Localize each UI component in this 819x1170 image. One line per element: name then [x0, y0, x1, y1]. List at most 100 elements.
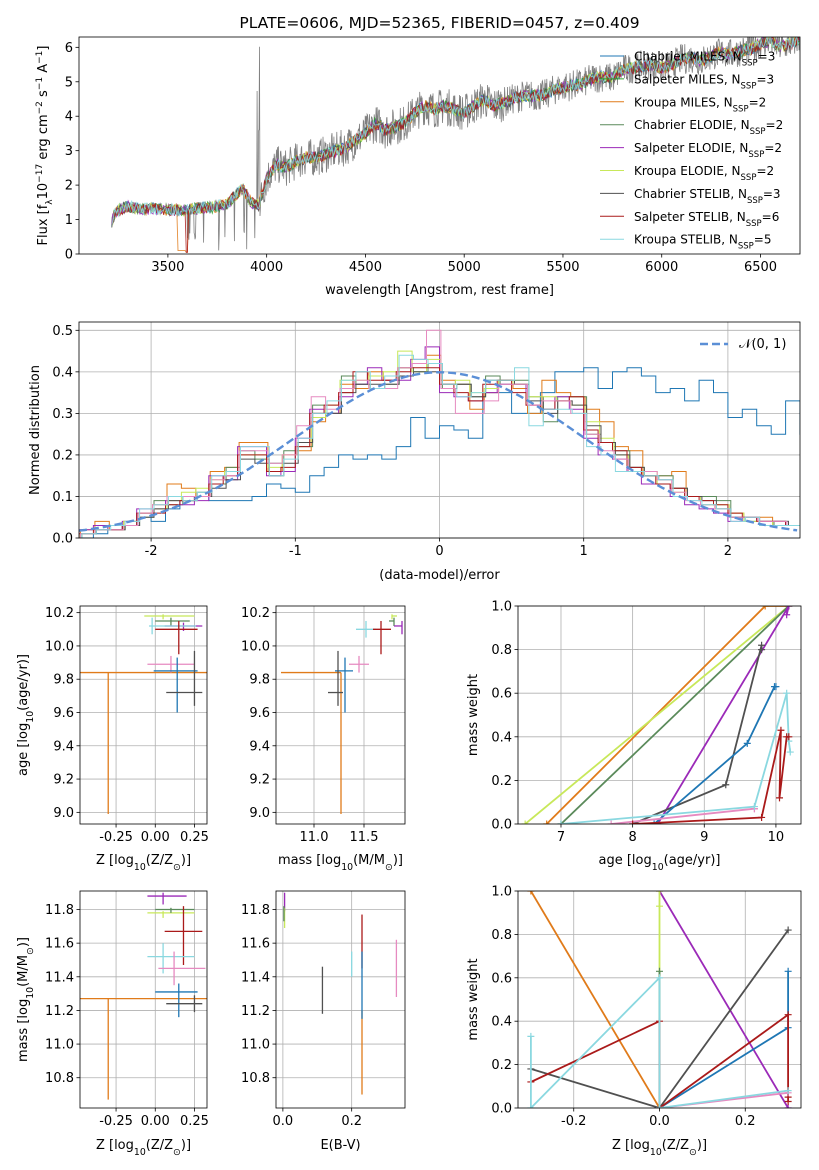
- x-axis-label: mass [log10(M/M⊙)]: [278, 853, 403, 873]
- x-axis-label-part: (Z/Z: [146, 1138, 173, 1153]
- mass-weight-marker: [783, 611, 791, 619]
- mass-weight-series: [560, 606, 790, 824]
- mass-weight-marker: [786, 748, 794, 756]
- mass-weight-series: [546, 606, 789, 824]
- y-tick-label: 4: [65, 110, 73, 125]
- y-tick-label: 0.4: [491, 1015, 512, 1030]
- mass-weight-series: [659, 971, 789, 1108]
- x-tick-label: 0.00: [141, 1114, 170, 1129]
- y-tick-label: 9.8: [53, 673, 74, 688]
- legend-label-suffix: =3: [756, 72, 774, 86]
- mass-extinction-axes-frame: [275, 890, 406, 1109]
- mass-extinction-axes: 0.0 0.2 10.8 11.0 11.2 11.4 11.6 11.8: [241, 890, 406, 1129]
- y-tick-label: 10.2: [45, 606, 74, 621]
- x-tick-label: 0.25: [180, 830, 209, 845]
- legend-label-text: Kroupa ELODIE, N: [634, 164, 741, 178]
- y-axis-label-part: A: [36, 64, 51, 77]
- legend-label-text: Chabrier ELODIE, N: [634, 118, 750, 132]
- y-axis-label-part: 10: [25, 987, 36, 999]
- x-axis-label-part: ⊙: [173, 862, 181, 873]
- legend-label: 𝒩(0, 1): [739, 337, 786, 352]
- age-metallicity-axes: -0.25 0.00 0.25 9.0 9.2 9.4 9.6 9.8 10.0 10.2: [45, 605, 209, 845]
- mass-weight-marker: [776, 794, 784, 802]
- mass-weight-marker: [784, 967, 792, 975]
- y-axis-label-part: s: [36, 90, 51, 101]
- x-axis-label: Z [log10(Z/Z⊙)]: [96, 853, 191, 873]
- y-tick-label: 11.2: [241, 1004, 270, 1019]
- y-tick-label: 0.8: [491, 928, 512, 943]
- y-tick-label: 6: [65, 41, 73, 56]
- x-tick-label: 4000: [250, 260, 283, 275]
- legend-label-sub: SSP: [741, 173, 757, 183]
- y-tick-label: 11.0: [241, 1038, 270, 1053]
- x-tick-label: 5000: [448, 260, 481, 275]
- x-tick-label: 0.0: [273, 1114, 294, 1129]
- y-axis-label-part: −2: [35, 101, 45, 114]
- x-tick-label: 0: [435, 544, 443, 559]
- mass-weight-marker: [783, 689, 791, 697]
- x-tick-label: 8: [628, 830, 636, 845]
- mass-weight-marker: [656, 967, 663, 975]
- residual-histogram: [81, 354, 800, 538]
- y-tick-label: 10.0: [241, 639, 270, 654]
- x-axis-label-part: (Z/Z: [662, 1138, 689, 1153]
- mass-weight-marker: [785, 733, 793, 741]
- y-tick-label: 5: [65, 75, 73, 90]
- x-axis-label: Z [log10(Z/Z⊙)]: [612, 1138, 707, 1158]
- y-axis-label-part: (M/M: [16, 955, 31, 987]
- x-axis-label-part: )]: [393, 853, 403, 868]
- x-axis-label-part: )]: [181, 1138, 191, 1153]
- legend-label-suffix: =2: [766, 118, 784, 132]
- y-tick-label: 10.2: [241, 606, 270, 621]
- legend-label-sub: SSP: [738, 242, 754, 252]
- y-tick-label: 10.0: [45, 639, 74, 654]
- y-axis-label-part: 10: [25, 711, 36, 723]
- age-mass-axes: 11.0 11.5 9.0 9.2 9.4 9.6 9.8 10.0 10.2: [241, 605, 406, 845]
- mass-weight-marker: [758, 646, 766, 654]
- age-metallicity-axes-plot: [80, 614, 207, 815]
- y-tick-label: 0.2: [491, 774, 512, 789]
- y-tick-label: 0.1: [52, 490, 73, 505]
- y-axis-label-part: )]: [16, 937, 31, 947]
- mass-weight-metallicity-axes-plot: [527, 891, 792, 1108]
- spectrum-axes-plot: [111, 37, 800, 253]
- x-axis-label-part: (Z/Z: [146, 853, 173, 868]
- y-tick-label: 11.0: [45, 1038, 74, 1053]
- y-tick-label: 0.6: [491, 687, 512, 702]
- legend-label-text: Salpeter STELIB, N: [634, 210, 746, 224]
- y-tick-label: 11.4: [45, 970, 74, 985]
- y-axis-label: mass [log10(M/M⊙)]: [16, 937, 36, 1062]
- legend-label: Kroupa ELODIE, NSSP=2: [634, 164, 774, 183]
- y-tick-label: 9.0: [53, 806, 74, 821]
- legend-label-suffix: =2: [749, 95, 767, 109]
- x-axis-label-part: age [log: [599, 853, 652, 868]
- x-tick-label: -0.25: [99, 1114, 133, 1129]
- x-axis-label-part: mass [log: [278, 853, 341, 868]
- legend-label: Salpeter MILES, NSSP=3: [634, 72, 774, 91]
- residual-histogram: [81, 363, 800, 538]
- mass-weight-age-axes: 7 8 9 10 0.0 0.2 0.4 0.6 0.8 1.0: [491, 600, 802, 845]
- y-tick-label: 0.0: [491, 1102, 512, 1117]
- x-axis-label: (data-model)/error: [379, 568, 500, 583]
- y-tick-label: 0.2: [52, 448, 73, 463]
- x-axis-label-part: (age/yr)]: [664, 853, 721, 868]
- y-tick-label: 0.4: [52, 365, 73, 380]
- mass-weight-series: [658, 891, 789, 1108]
- y-axis-label: mass weight: [466, 958, 481, 1040]
- mass-weight-series: [611, 807, 755, 824]
- y-tick-label: 0.2: [491, 1058, 512, 1073]
- residual-axes-plot: [79, 329, 800, 538]
- mass-weight-marker: [629, 820, 637, 824]
- y-tick-label: 0.5: [52, 324, 73, 339]
- normal-distribution-curve: [79, 371, 798, 532]
- x-tick-label: 2: [724, 544, 732, 559]
- x-tick-label: 11.0: [300, 830, 329, 845]
- x-axis-label-part: (M/M: [353, 853, 385, 868]
- x-tick-label: 11.5: [350, 830, 379, 845]
- x-tick-label: -0.2: [561, 1114, 586, 1129]
- y-axis-label: Flux [fλ10−17 erg cm−2 s−1 A−1]: [35, 46, 55, 246]
- mass-weight-marker: [784, 1097, 792, 1105]
- mass-weight-marker: [784, 1104, 792, 1108]
- y-tick-label: 0.4: [491, 730, 512, 745]
- legend-label: Chabrier MILES, NSSP=3: [634, 50, 775, 69]
